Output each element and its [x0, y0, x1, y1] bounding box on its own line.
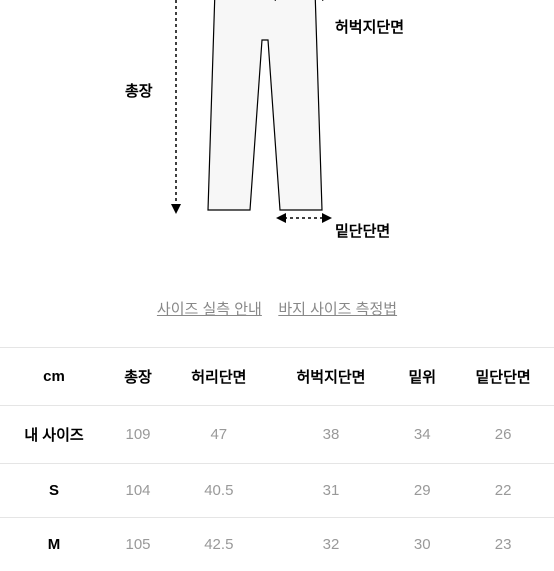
cell: 30 — [392, 518, 452, 571]
table-row: 내 사이즈 109 47 38 34 26 — [0, 406, 554, 464]
size-table: cm 총장 허리단면 허벅지단면 밑위 밑단단면 내 사이즈 109 47 38… — [0, 347, 554, 571]
cell: 47 — [168, 406, 270, 464]
cell: 104 — [108, 464, 168, 518]
pants-svg — [0, 0, 554, 280]
diagram-label-thigh: 허벅지단면 — [335, 16, 404, 37]
actual-size-info-link[interactable]: 사이즈 실측 안내 — [157, 301, 262, 318]
pants-diagram: 허벅지단면 총장 밑단단면 — [0, 0, 554, 280]
cell: 109 — [108, 406, 168, 464]
table-row: M 105 42.5 32 30 23 — [0, 518, 554, 571]
cell: 23 — [452, 518, 554, 571]
col-total-length: 총장 — [108, 348, 168, 406]
col-waist: 허리단면 — [168, 348, 270, 406]
cell: 105 — [108, 518, 168, 571]
cell: 29 — [392, 464, 452, 518]
table-row: S 104 40.5 31 29 22 — [0, 464, 554, 518]
col-hem: 밑단단면 — [452, 348, 554, 406]
cell: 26 — [452, 406, 554, 464]
diagram-label-hem: 밑단단면 — [335, 220, 390, 241]
cell: 42.5 — [168, 518, 270, 571]
diagram-label-total-length: 총장 — [125, 80, 153, 101]
unit-header: cm — [0, 348, 108, 406]
col-thigh: 허벅지단면 — [270, 348, 393, 406]
size-links-row: 사이즈 실측 안내 바지 사이즈 측정법 — [0, 298, 554, 319]
col-rise: 밑위 — [392, 348, 452, 406]
cell: 40.5 — [168, 464, 270, 518]
cell: 31 — [270, 464, 393, 518]
table-header-row: cm 총장 허리단면 허벅지단면 밑위 밑단단면 — [0, 348, 554, 406]
cell: 32 — [270, 518, 393, 571]
cell: 22 — [452, 464, 554, 518]
how-to-measure-link[interactable]: 바지 사이즈 측정법 — [278, 301, 397, 318]
cell: 38 — [270, 406, 393, 464]
cell: 34 — [392, 406, 452, 464]
row-label: S — [0, 464, 108, 518]
row-label: 내 사이즈 — [0, 406, 108, 464]
row-label: M — [0, 518, 108, 571]
